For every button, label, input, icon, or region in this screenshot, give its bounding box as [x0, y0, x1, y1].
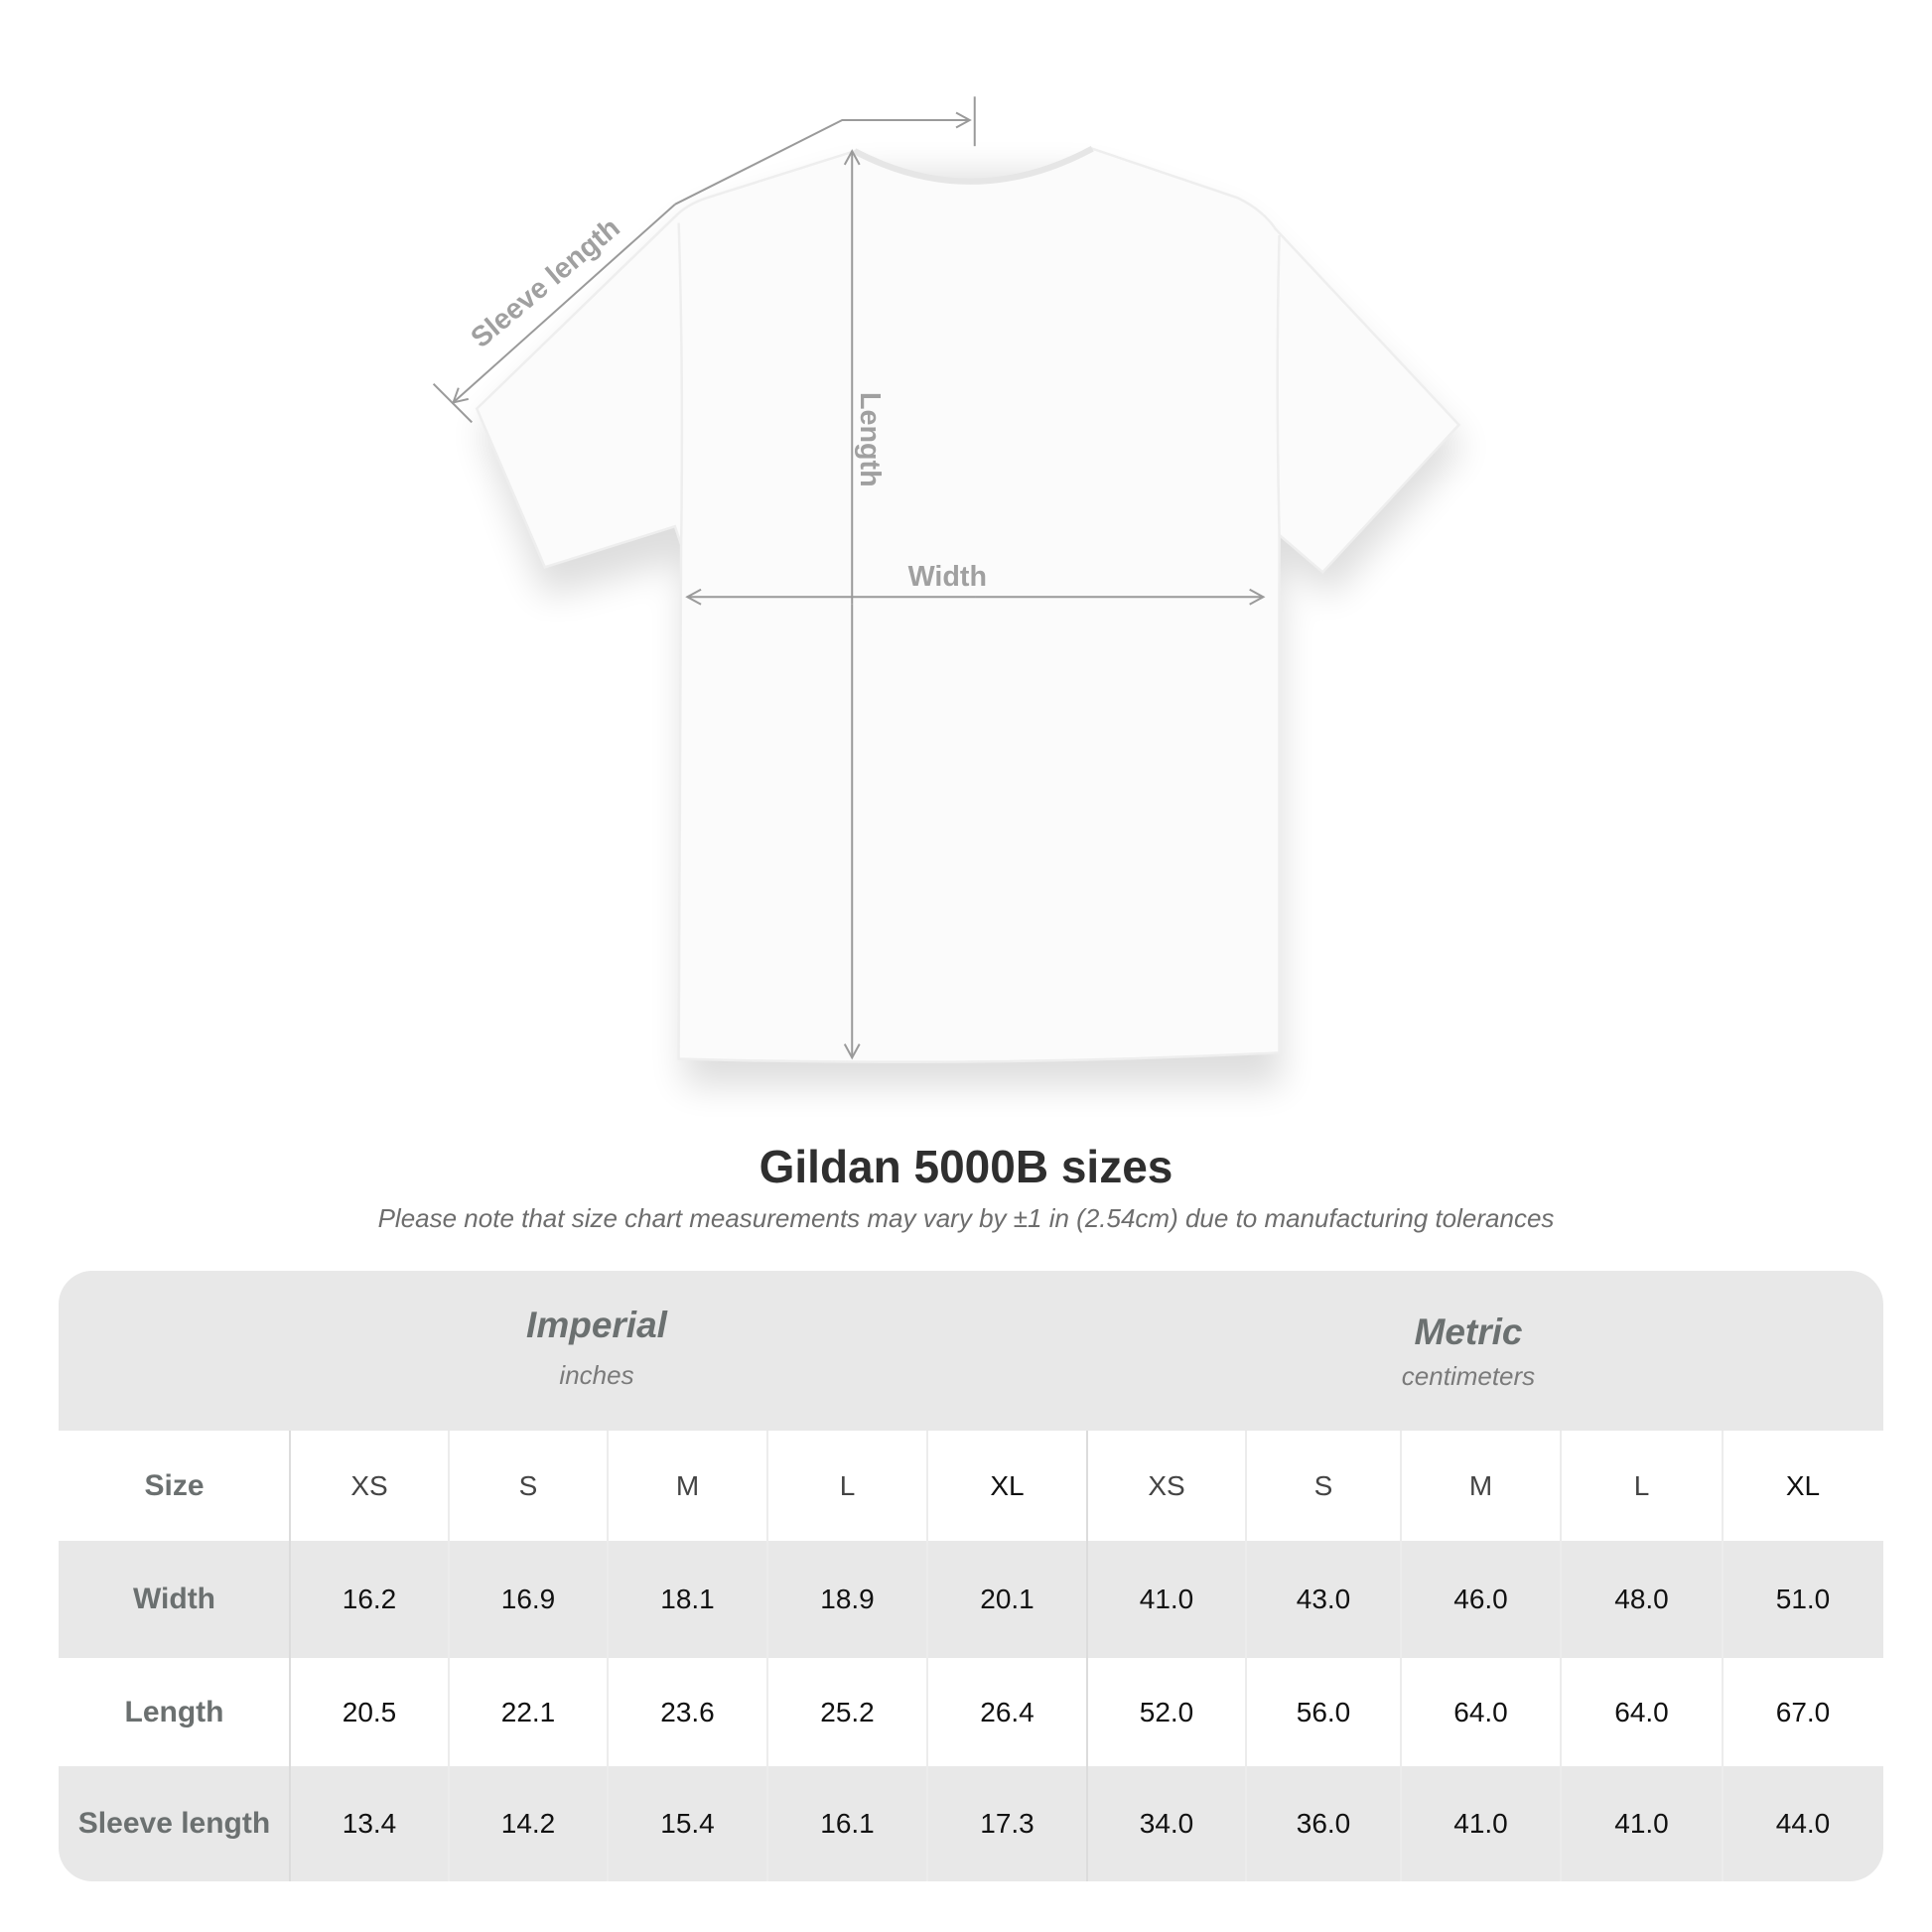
page-title: Gildan 5000B sizes: [759, 1141, 1173, 1192]
size-column-header: M: [675, 1469, 700, 1501]
table-cell: 22.1: [500, 1696, 556, 1727]
width-label: Width: [908, 561, 987, 593]
table-cell: 18.1: [660, 1584, 715, 1614]
sleeve-length-arrow: [432, 96, 976, 424]
table-cell: 20.1: [980, 1584, 1035, 1614]
table-cell: 41.0: [1614, 1808, 1669, 1839]
table-cell: 15.4: [660, 1808, 715, 1839]
size-column-header: XS: [1148, 1469, 1185, 1501]
table-cell: 48.0: [1614, 1584, 1669, 1614]
table-cell: 56.0: [1296, 1696, 1351, 1727]
size-column-header: M: [1468, 1469, 1493, 1501]
metric-header: Metric centimeters: [1220, 1311, 1717, 1392]
column-divider: [1086, 1431, 1088, 1881]
length-row-bg: [59, 1658, 1883, 1766]
size-column-header: S: [1313, 1469, 1333, 1501]
row-label: Width: [132, 1583, 216, 1615]
size-column-header: L: [1633, 1469, 1650, 1501]
table-cell: 16.9: [500, 1584, 556, 1614]
column-divider: [1245, 1431, 1247, 1881]
row-label: Sleeve length: [77, 1807, 271, 1840]
table-cell: 64.0: [1614, 1696, 1669, 1727]
size-column-header: L: [839, 1469, 856, 1501]
column-divider: [1560, 1431, 1562, 1881]
metric-title: Metric: [1414, 1311, 1523, 1352]
size-column-header: XS: [350, 1469, 388, 1501]
column-divider: [1722, 1431, 1724, 1881]
table-cell: 26.4: [980, 1696, 1035, 1727]
size-header-label: Size: [144, 1468, 205, 1502]
imperial-header: Imperial inches: [348, 1305, 845, 1391]
table-cell: 44.0: [1775, 1808, 1831, 1839]
imperial-unit: inches: [559, 1360, 634, 1390]
size-column-header: S: [518, 1469, 538, 1501]
table-cell: 41.0: [1139, 1584, 1194, 1614]
column-divider: [926, 1431, 928, 1881]
table-cell: 64.0: [1453, 1696, 1508, 1727]
table-cell: 41.0: [1453, 1808, 1508, 1839]
size-row-bg: [59, 1431, 1883, 1541]
size-column-header: XL: [1785, 1469, 1821, 1501]
table-cell: 20.5: [342, 1696, 397, 1727]
table-cell: 16.2: [342, 1584, 397, 1614]
imperial-title: Imperial: [526, 1305, 667, 1345]
table-cell: 46.0: [1453, 1584, 1508, 1614]
table-cell: 52.0: [1139, 1696, 1194, 1727]
row-label: Length: [124, 1695, 224, 1728]
table-cell: 18.9: [820, 1584, 875, 1614]
table-cell: 13.4: [342, 1808, 397, 1839]
table-cell: 51.0: [1775, 1584, 1831, 1614]
table-cell: 14.2: [500, 1808, 556, 1839]
length-label: Length: [854, 392, 886, 487]
size-table: Imperial inches Metric centimeters Size X…: [59, 1271, 1883, 1881]
column-divider: [766, 1431, 768, 1881]
table-cell: 36.0: [1296, 1808, 1351, 1839]
column-divider: [607, 1431, 609, 1881]
table-cell: 17.3: [980, 1808, 1035, 1839]
table-cell: 43.0: [1296, 1584, 1351, 1614]
tolerance-note: Please note that size chart measurements…: [377, 1203, 1555, 1233]
metric-unit: centimeters: [1401, 1361, 1536, 1391]
table-cell: 16.1: [820, 1808, 875, 1839]
column-divider: [289, 1431, 291, 1881]
table-cell: 23.6: [660, 1696, 715, 1727]
table-cell: 25.2: [820, 1696, 875, 1727]
column-divider: [1400, 1431, 1402, 1881]
table-cell: 34.0: [1139, 1808, 1194, 1839]
tshirt: [475, 147, 1461, 1064]
table-cell: 67.0: [1775, 1696, 1831, 1727]
column-divider: [448, 1431, 450, 1881]
size-column-header: XL: [990, 1469, 1025, 1501]
